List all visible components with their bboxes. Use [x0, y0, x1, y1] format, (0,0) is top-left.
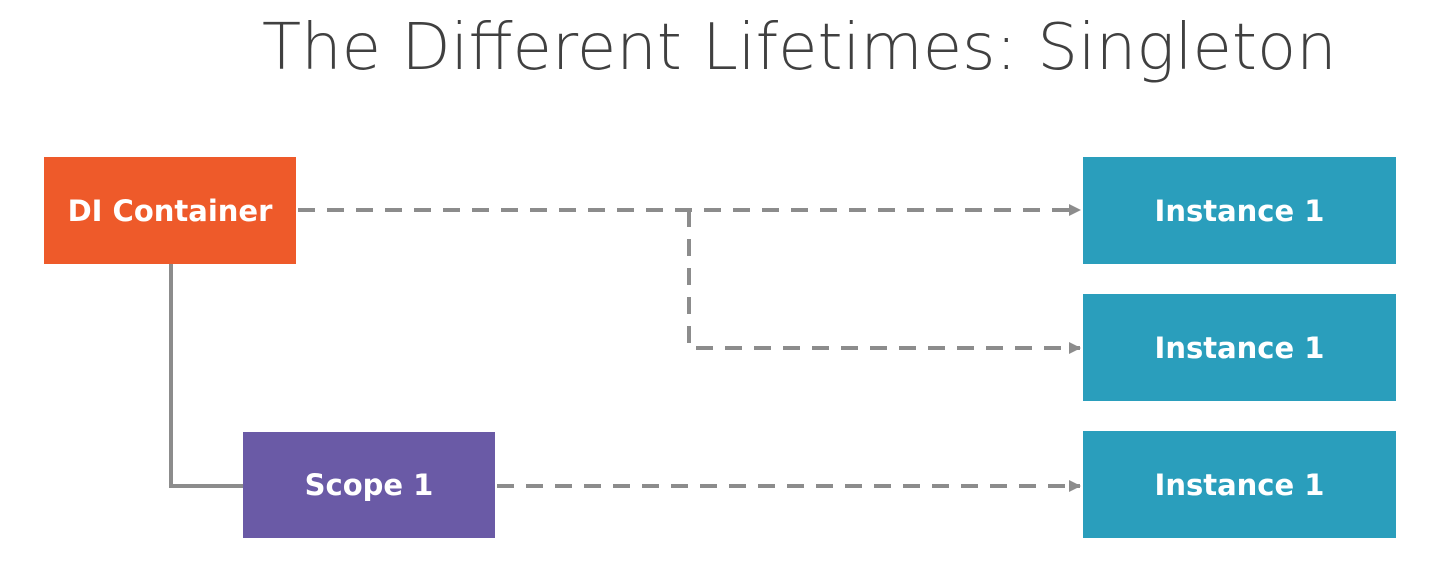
instance-node-middle: Instance 1 [1083, 294, 1396, 401]
di-container-label: DI Container [67, 193, 273, 228]
page-title: The Different Lifetimes: Singleton [262, 11, 1337, 85]
instance-label: Instance 1 [1154, 467, 1325, 502]
instance-node-top: Instance 1 [1083, 157, 1396, 264]
container-to-instance-middle-arrow [687, 210, 1081, 354]
instance-label: Instance 1 [1154, 193, 1325, 228]
scope-label: Scope 1 [304, 468, 434, 502]
di-container-node: DI Container [44, 157, 296, 264]
container-to-scope-connector [169, 264, 243, 488]
scope-node: Scope 1 [243, 432, 495, 538]
instance-label: Instance 1 [1154, 330, 1325, 365]
instance-node-bottom: Instance 1 [1083, 431, 1396, 538]
